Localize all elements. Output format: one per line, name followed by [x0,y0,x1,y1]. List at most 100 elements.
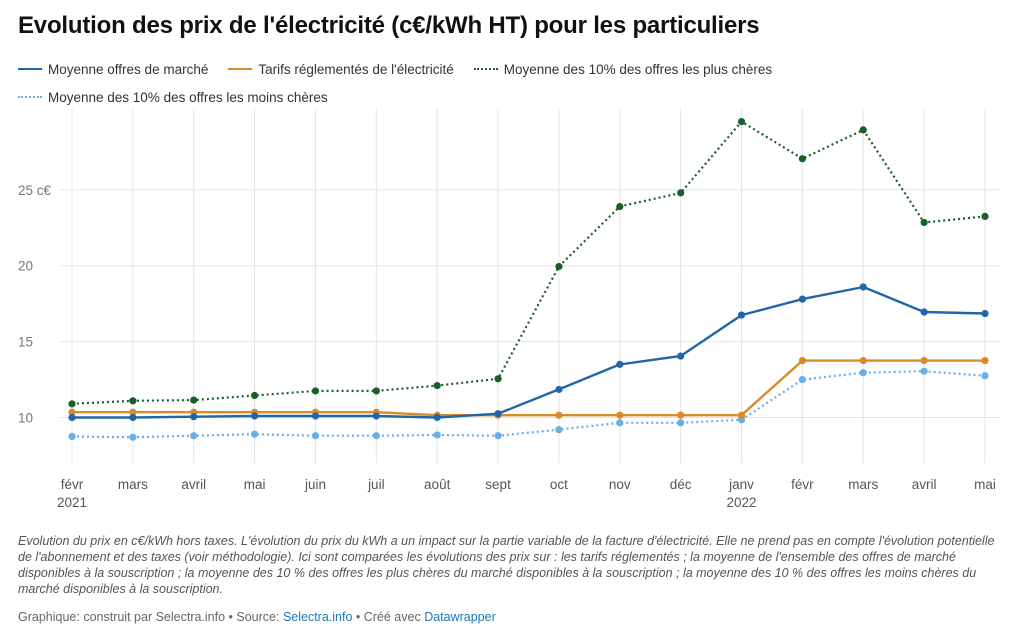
source-link[interactable]: Selectra.info [282,610,353,624]
data-point-bottom10 [677,419,685,427]
x-tick-label: juin [304,477,326,492]
data-point-top10 [737,117,746,126]
legend-swatch-bottom10 [18,96,42,98]
data-point-market [737,311,746,319]
data-point-market [920,308,928,316]
data-point-bottom10 [311,432,320,440]
line-chart: 10 15 20 25 c€ févr mars avril mai juin juil août s… [18,109,1000,510]
legend-item-regulated: Tarifs réglementés de l'électricité [228,61,454,77]
data-point-market [616,360,624,368]
data-point-bottom10 [372,432,380,440]
legend-label-top10: Moyenne des 10% des offres les plus chèr… [503,61,773,77]
x-tick-label: sept [485,477,511,492]
data-point-top10 [68,400,76,408]
x-tick-label: avril [181,477,206,492]
data-point-regulated [677,411,685,419]
series-line-bottom10 [71,370,986,439]
data-point-top10 [555,262,563,271]
x-year-label: 2022 [727,495,757,510]
legend-label-regulated: Tarifs réglementés de l'électricité [258,61,454,77]
data-point-bottom10 [616,419,624,427]
y-tick-label: 15 [18,335,33,350]
data-point-market [981,309,989,318]
x-tick-label: mai [244,477,266,492]
data-point-regulated [616,411,624,419]
data-point-market [311,412,320,420]
legend-label-market: Moyenne offres de marché [48,61,209,77]
x-tick-label: févr [61,477,84,492]
data-point-market [129,413,137,422]
data-point-bottom10 [798,375,807,384]
data-point-top10 [981,212,989,221]
data-point-bottom10 [129,433,137,441]
x-tick-label: févr [791,477,814,492]
x-tick-label: avril [912,477,937,492]
data-point-top10 [920,218,928,227]
chart-area: 10 15 20 25 c€ févr mars avril mai juin juil août s… [0,100,1024,520]
legend-label-bottom10: Moyenne des 10% des offres les moins chè… [48,89,328,105]
data-point-regulated [68,408,76,416]
data-point-regulated [129,408,137,416]
x-year-label: 2021 [57,495,87,510]
footer-middle: • Créé avec [352,610,425,624]
series-line-market [72,285,986,419]
data-point-market [372,412,380,420]
legend-item-bottom10: Moyenne des 10% des offres les moins chè… [18,90,328,105]
data-point-regulated [555,411,563,419]
data-point-market [251,412,259,420]
data-point-bottom10 [555,426,563,434]
data-point-regulated [798,356,807,365]
data-point-market [494,410,502,418]
x-tick-label: août [424,477,451,492]
legend-swatch-regulated [228,68,253,70]
legend-item-top10: Moyenne des 10% des offres les plus chèr… [473,61,773,77]
data-point-bottom10 [190,432,198,440]
footer: Graphique: construit par Selectra.info •… [18,610,496,624]
legend-item-market: Moyenne offres de marché [18,62,208,77]
data-point-bottom10 [251,430,259,438]
data-point-bottom10 [494,432,502,440]
data-point-bottom10 [859,369,867,377]
data-point-regulated [920,356,928,365]
series-line-top10 [71,120,986,405]
x-tick-label: nov [609,477,631,492]
chart-title: Evolution des prix de l'électricité (c€/… [18,12,760,39]
data-point-top10 [190,396,198,404]
data-point-market [798,295,807,303]
x-tick-label: mars [848,477,878,492]
data-point-market [677,352,685,360]
data-point-bottom10 [981,372,989,380]
data-point-regulated [981,356,989,365]
data-point-market [433,413,441,422]
data-point-top10 [677,189,685,197]
data-point-top10 [433,382,441,390]
x-tick-label: mai [974,477,996,492]
legend-swatch-market [18,68,42,70]
y-tick-label: 25 c€ [18,183,52,198]
data-point-top10 [251,391,259,400]
x-tick-label: déc [670,477,692,492]
data-point-market [859,283,867,291]
data-point-market [68,413,76,422]
data-point-market [555,385,563,394]
data-point-market [190,413,198,421]
data-point-top10 [372,387,380,395]
data-point-top10 [798,155,807,163]
x-tick-label: mars [118,477,148,492]
legend: Moyenne offres de marché Tarifs réglemen… [18,60,1008,116]
footer-prefix: Graphique: construit par Selectra.info •… [18,610,283,624]
data-point-bottom10 [920,367,928,375]
data-point-top10 [859,126,867,134]
data-point-top10 [129,397,137,405]
data-point-bottom10 [433,431,441,439]
x-tick-label: oct [550,477,568,492]
data-point-top10 [616,202,624,211]
data-point-top10 [494,375,502,383]
data-point-regulated [737,411,746,419]
data-point-top10 [311,387,320,395]
data-point-regulated [859,356,867,365]
y-tick-label: 20 [18,259,33,274]
datawrapper-link[interactable]: Datawrapper [424,610,496,624]
x-tick-label: juil [367,477,385,492]
series-line-regulated [72,359,985,417]
